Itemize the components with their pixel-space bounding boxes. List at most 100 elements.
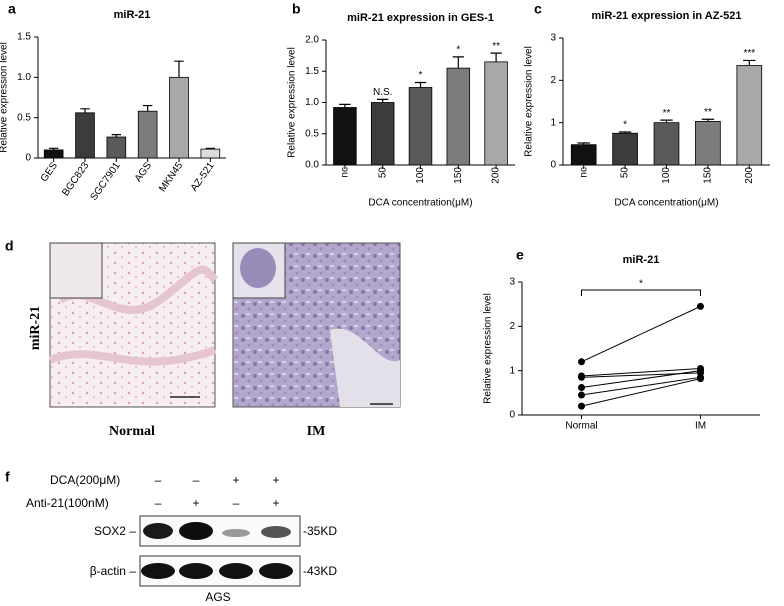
x-tick-label: BGC823: [60, 160, 91, 198]
band-label: SOX2 –: [94, 524, 136, 538]
y-tick-label: 1: [550, 117, 556, 128]
paired-line: [581, 305, 701, 363]
treatment-sign: –: [193, 473, 200, 487]
x-tick-label: 150: [703, 167, 714, 184]
y-tick-label: 1.5: [305, 66, 319, 77]
x-tick-label: MKN45: [157, 160, 185, 194]
x-tick-label: SGC7901: [88, 160, 122, 203]
x-axis-label: DCA concentration(μM): [368, 198, 472, 209]
treatment-sign: –: [155, 496, 162, 510]
bar: [570, 144, 597, 166]
x-tick-label: GES: [39, 160, 60, 184]
chart-title: miR-21: [623, 254, 660, 266]
paired-line: [581, 367, 701, 377]
y-tick-label: 0: [509, 410, 515, 421]
image-label: Normal: [109, 424, 155, 439]
treatment-sign: +: [272, 473, 279, 487]
panel-letter: e: [516, 247, 524, 263]
error-bar: [618, 131, 632, 134]
panel-letter: c: [534, 1, 542, 17]
bar: [75, 112, 95, 159]
error-bar: [490, 52, 502, 62]
y-tick-label: 0: [550, 160, 556, 171]
error-bar: [414, 81, 427, 88]
y-tick-label: 3: [509, 277, 515, 288]
chart-title: miR-21 expression in GES-1: [347, 12, 494, 24]
point: [697, 367, 704, 375]
y-tick-label: 2: [550, 75, 556, 86]
histology-images: [48, 242, 401, 408]
bar: [106, 136, 127, 159]
y-tick-label: 3: [550, 33, 556, 44]
bar: [446, 67, 471, 166]
y-tick-label: 1.0: [17, 72, 31, 83]
band-label: β-actin –: [90, 564, 137, 578]
bar: [169, 76, 189, 159]
x-tick-label: nc: [340, 167, 351, 178]
band-size-value: 43KD: [307, 564, 337, 578]
panel-letter: a: [8, 1, 16, 17]
y-tick-label: 2: [509, 321, 515, 332]
point: [578, 358, 585, 366]
normal-inset: [49, 242, 103, 299]
error-bar: [142, 104, 153, 112]
bar: [484, 61, 508, 166]
x-tick-label: 50: [377, 167, 388, 179]
point: [578, 402, 585, 410]
error-bar: [660, 119, 673, 123]
significance-label: **: [663, 108, 671, 119]
bar: [200, 148, 221, 159]
y-tick-label: 1.0: [305, 97, 319, 108]
panel-letter: d: [5, 238, 14, 254]
error-bar: [743, 59, 756, 66]
bar: [736, 65, 763, 166]
error-bar: [205, 147, 216, 150]
y-tick-label: 0.5: [305, 128, 319, 139]
blot-panel: [139, 515, 301, 587]
error-bar: [80, 108, 90, 113]
paired-line: [581, 378, 701, 407]
significance-label: *: [639, 279, 643, 290]
bar: [695, 120, 721, 166]
x-tick-label: 200: [744, 167, 755, 184]
treatment-sign: –: [155, 473, 162, 487]
error-bar: [377, 98, 389, 103]
x-tick-label: 100: [661, 167, 672, 184]
error-bar: [452, 56, 464, 69]
point: [578, 373, 585, 381]
x-tick-label: 50: [620, 167, 631, 179]
bar: [43, 149, 64, 159]
y-tick-label: 0: [25, 153, 31, 164]
image-label: IM: [307, 424, 326, 439]
error-bar: [701, 118, 715, 122]
bar: [137, 110, 158, 159]
treatment-sign: +: [192, 496, 199, 510]
x-tick-label: AGS: [133, 160, 154, 184]
bar: [612, 132, 638, 166]
treatment-sign: +: [272, 496, 279, 510]
y-axis-label: Relative expression level: [483, 293, 494, 404]
error-bar: [339, 103, 351, 108]
cell-line: AGS: [205, 590, 230, 604]
x-tick-label: AZ-521: [189, 160, 217, 194]
paired-line: [581, 376, 701, 396]
band-size: -43KD: [303, 564, 337, 578]
significance-bracket: [581, 289, 701, 296]
x-tick-label: 100: [415, 167, 426, 184]
y-tick-label: 1.5: [17, 32, 31, 43]
point: [578, 384, 585, 392]
y-axis-label: Relative expression level: [287, 47, 298, 158]
point: [697, 302, 704, 310]
chart-title: miR-21: [114, 9, 151, 21]
y-tick-label: 0.0: [305, 160, 319, 171]
x-tick-label: nc: [578, 167, 589, 178]
significance-label: **: [492, 41, 500, 52]
y-axis-label: Relative expression level: [524, 46, 535, 157]
row-label: miR-21: [28, 306, 43, 350]
band-size: -35KD: [303, 524, 337, 538]
bar: [333, 107, 357, 166]
treatment-sign: –: [233, 496, 240, 510]
paired-line: [581, 370, 701, 389]
point: [578, 391, 585, 399]
